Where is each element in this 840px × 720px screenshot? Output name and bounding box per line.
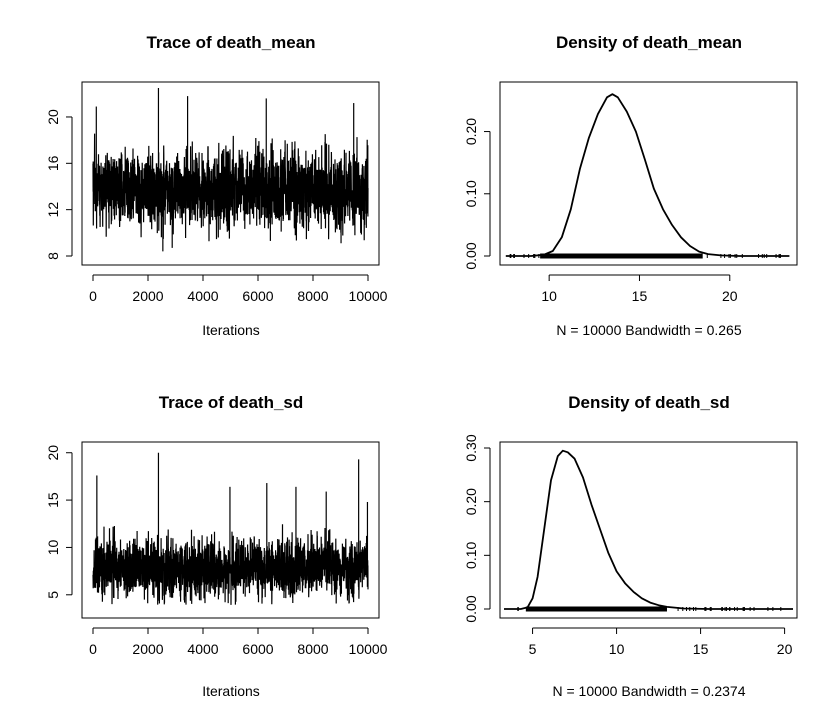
y-tick-label: 0.30 bbox=[463, 434, 479, 461]
x-tick-label: 10000 bbox=[349, 288, 388, 304]
plot-frame bbox=[499, 81, 798, 266]
y-tick-label: 20 bbox=[45, 109, 61, 125]
x-axis-label: N = 10000 Bandwidth = 0.2374 bbox=[552, 683, 745, 699]
y-tick-label: 0.00 bbox=[463, 242, 479, 269]
density-curve bbox=[505, 93, 790, 257]
density-curve bbox=[504, 449, 793, 610]
x-tick-label: 10000 bbox=[349, 641, 388, 657]
y-tick-label: 0.10 bbox=[463, 180, 479, 207]
panel-title: Trace of death_sd bbox=[159, 393, 304, 412]
panel-title: Density of death_sd bbox=[568, 393, 730, 412]
x-tick-label: 6000 bbox=[242, 288, 273, 304]
y-tick-label: 0.20 bbox=[463, 488, 479, 515]
x-tick-label: 6000 bbox=[242, 641, 273, 657]
panel-density-death-mean: Density of death_mean 10 15 20 0.00 0.10 0.20… bbox=[463, 33, 798, 338]
y-tick-label: 0.00 bbox=[463, 595, 479, 622]
x-tick-label: 8000 bbox=[297, 288, 328, 304]
x-tick-label: 15 bbox=[632, 288, 648, 304]
panel-density-death-sd: Density of death_sd 5 10 15 20 0.00 0.10 0.20 0… bbox=[463, 393, 798, 699]
y-tick-label: 0.20 bbox=[463, 118, 479, 145]
y-tick-label: 20 bbox=[45, 445, 61, 461]
x-tick-label: 0 bbox=[89, 641, 97, 657]
x-tick-label: 5 bbox=[529, 641, 537, 657]
x-axis-label: Iterations bbox=[202, 683, 260, 699]
x-tick-label: 8000 bbox=[297, 641, 328, 657]
plot-frame bbox=[81, 441, 380, 619]
x-tick-label: 2000 bbox=[132, 641, 163, 657]
y-tick-label: 0.10 bbox=[463, 541, 479, 568]
x-tick-label: 15 bbox=[693, 641, 709, 657]
x-tick-label: 2000 bbox=[132, 288, 163, 304]
panel-trace-death-mean: Trace of death_mean 0 2000 4000 6000 8000 100… bbox=[45, 33, 388, 338]
plot-frame bbox=[499, 441, 798, 619]
panel-trace-death-sd: Trace of death_sd 0 2000 4000 6000 8000 10000… bbox=[45, 393, 388, 699]
y-tick-label: 5 bbox=[45, 591, 61, 599]
y-tick-label: 10 bbox=[45, 539, 61, 555]
y-tick-label: 16 bbox=[45, 155, 61, 171]
plot-frame bbox=[81, 81, 380, 266]
x-tick-label: 4000 bbox=[187, 641, 218, 657]
trace-line bbox=[92, 133, 369, 242]
x-axis-label: Iterations bbox=[202, 322, 260, 338]
x-axis-label: N = 10000 Bandwidth = 0.265 bbox=[556, 322, 741, 338]
trace-line bbox=[92, 524, 369, 605]
trace-plot: 0 2000 4000 6000 8000 10000 8 12 16 20 bbox=[45, 88, 388, 304]
y-tick-label: 12 bbox=[45, 202, 61, 218]
density-plot: 10 15 20 0.00 0.10 0.20 bbox=[463, 93, 790, 304]
panel-title: Density of death_mean bbox=[556, 33, 742, 52]
x-tick-label: 20 bbox=[777, 641, 793, 657]
panel-title: Trace of death_mean bbox=[146, 33, 315, 52]
y-tick-label: 15 bbox=[45, 492, 61, 508]
density-plot: 5 10 15 20 0.00 0.10 0.20 0.30 bbox=[463, 434, 793, 657]
x-tick-label: 10 bbox=[541, 288, 557, 304]
x-tick-label: 4000 bbox=[187, 288, 218, 304]
x-tick-label: 20 bbox=[722, 288, 738, 304]
y-tick-label: 8 bbox=[45, 252, 61, 260]
x-tick-label: 10 bbox=[609, 641, 625, 657]
x-tick-label: 0 bbox=[89, 288, 97, 304]
trace-plot: 0 2000 4000 6000 8000 10000 5 10 15 20 bbox=[45, 445, 388, 657]
